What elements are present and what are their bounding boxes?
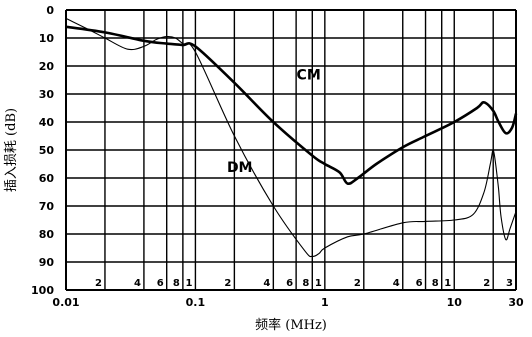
series-label-cm: CM — [297, 67, 321, 83]
y-axis-title: 插入损耗 (dB) — [4, 108, 19, 192]
x-major-tick-label: 0.1 — [186, 296, 206, 309]
x-major-tick-label: 10 — [447, 296, 463, 309]
y-tick-label: 0 — [46, 4, 54, 17]
x-minor-tick-label: 2 — [224, 278, 231, 289]
x-minor-tick-label: 2 — [95, 278, 102, 289]
series-lines — [65, 17, 518, 258]
series-line-cm — [65, 25, 518, 186]
y-tick-label: 90 — [39, 256, 55, 269]
y-tick-label: 100 — [31, 284, 54, 297]
y-tick-label: 20 — [39, 60, 55, 73]
grid-lines — [65, 9, 517, 291]
y-tick-label: 40 — [39, 116, 55, 129]
x-minor-tick-label: 8 — [432, 278, 439, 289]
x-minor-tick-label: 3 — [506, 278, 513, 289]
x-minor-tick-label: 8 — [173, 278, 180, 289]
x-minor-tick-label: 6 — [157, 278, 164, 289]
y-tick-label: 80 — [39, 228, 55, 241]
x-minor-tick-label: 1 — [185, 278, 192, 289]
x-minor-tick-label: 4 — [263, 278, 270, 289]
series-line-dm — [65, 17, 517, 258]
x-minor-tick-label: 4 — [393, 278, 400, 289]
y-tick-label: 60 — [39, 172, 55, 185]
x-minor-tick-label: 2 — [483, 278, 490, 289]
x-minor-tick-label: 8 — [302, 278, 309, 289]
series-label-dm: DM — [227, 160, 253, 176]
x-minor-tick-label: 6 — [416, 278, 423, 289]
y-tick-label: 30 — [39, 88, 55, 101]
x-minor-tick-label: 6 — [286, 278, 293, 289]
x-minor-tick-label: 1 — [444, 278, 451, 289]
x-minor-tick-label: 4 — [134, 278, 141, 289]
x-minor-tick-label: 1 — [315, 278, 322, 289]
y-tick-label: 50 — [39, 144, 55, 157]
x-major-tick-label: 30 — [508, 296, 524, 309]
y-tick-label: 70 — [39, 200, 55, 213]
y-tick-label: 10 — [39, 32, 55, 45]
x-minor-tick-label: 2 — [354, 278, 361, 289]
x-axis-title: 频率 (MHz) — [255, 317, 327, 333]
x-major-tick-label: 0.01 — [52, 296, 79, 309]
x-major-tick-label: 1 — [321, 296, 329, 309]
